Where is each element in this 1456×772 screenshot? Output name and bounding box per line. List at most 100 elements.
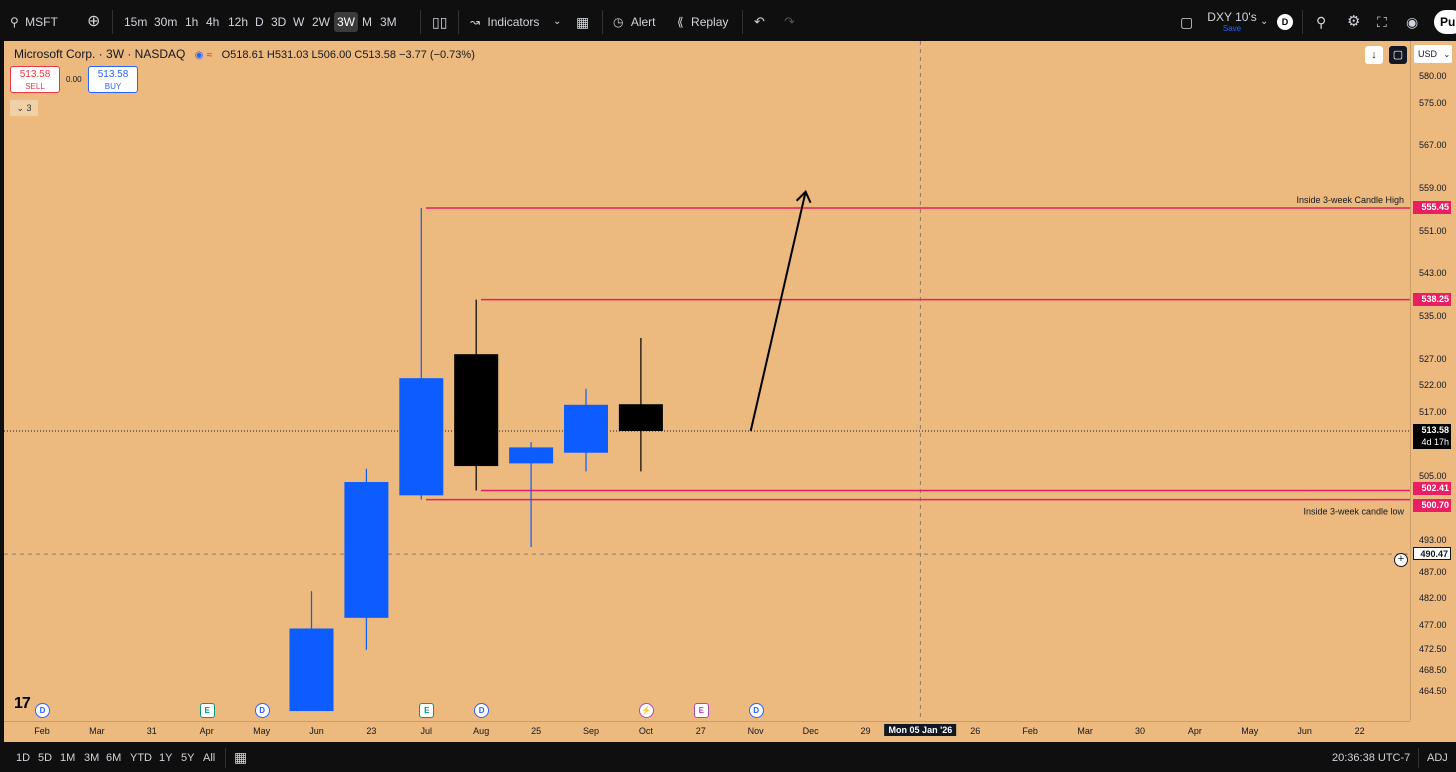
- time-tick-label: 23: [366, 726, 377, 736]
- legend-open: O518.61: [221, 49, 264, 61]
- layout-save-label: Save: [1222, 24, 1242, 33]
- gear-icon[interactable]: ⚙: [1347, 13, 1361, 30]
- candle-type-icon[interactable]: ▯▯: [432, 14, 448, 30]
- range-5d[interactable]: 5D: [38, 752, 53, 764]
- redo-icon[interactable]: ↷: [784, 14, 795, 29]
- earnings-event-icon[interactable]: E: [693, 703, 709, 718]
- chevron-down-icon: ⌄: [1443, 50, 1451, 59]
- interval-2w[interactable]: 2W: [312, 15, 330, 29]
- dividend-event-icon[interactable]: D: [254, 703, 270, 718]
- layout-name-button[interactable]: DXY 10's Save: [1204, 10, 1260, 34]
- undo-icon[interactable]: ↶: [754, 14, 765, 29]
- quick-search-icon[interactable]: ⚲: [1316, 14, 1327, 30]
- fullscreen-icon[interactable]: ⛶: [1377, 14, 1387, 30]
- sell-button[interactable]: 513.58 SELL: [10, 66, 60, 93]
- time-tick-label: 27: [695, 726, 706, 736]
- search-icon: ⚲: [10, 15, 19, 29]
- price-chart[interactable]: Inside 3-week Candle High Inside 3-week c…: [4, 41, 1410, 721]
- templates-icon[interactable]: ▦: [576, 14, 590, 30]
- time-tick-label: Jun: [1297, 726, 1312, 736]
- level-label: Inside 3-week candle low: [1303, 507, 1404, 517]
- legend-eye-icon[interactable]: ◉: [194, 50, 204, 61]
- camera-icon[interactable]: ◉: [1406, 14, 1419, 30]
- maximize-pane-icon[interactable]: ▢: [1389, 46, 1407, 64]
- candle-body: [618, 404, 663, 431]
- interval-4h[interactable]: 4h: [206, 15, 220, 29]
- legend-change: −3.77 (−0.73%): [399, 49, 475, 61]
- currency-selector[interactable]: USD ⌄: [1414, 45, 1452, 63]
- interval-12h[interactable]: 12h: [228, 15, 249, 29]
- divider: [1418, 748, 1419, 768]
- range-all[interactable]: All: [203, 752, 216, 764]
- price-tick-label: 575.00: [1419, 97, 1447, 108]
- range-ytd[interactable]: YTD: [130, 752, 152, 764]
- interval-3w[interactable]: 3W: [334, 12, 358, 32]
- interval-w[interactable]: W: [293, 15, 305, 29]
- range-3m[interactable]: 3M: [84, 752, 100, 764]
- interval-3d[interactable]: 3D: [271, 15, 287, 29]
- earnings-event-icon[interactable]: E: [199, 703, 215, 718]
- buy-button[interactable]: 513.58 BUY: [88, 66, 138, 93]
- range-1y[interactable]: 1Y: [159, 752, 173, 764]
- scroll-to-latest-icon[interactable]: ↓: [1365, 46, 1383, 64]
- adjust-data-toggle[interactable]: ADJ: [1427, 752, 1448, 764]
- interval-m[interactable]: M: [362, 15, 372, 29]
- range-6m[interactable]: 6M: [106, 752, 122, 764]
- chevron-down-icon[interactable]: ⌄: [1260, 16, 1269, 27]
- dividend-event-icon[interactable]: D: [474, 703, 490, 718]
- time-tick-label: Mar: [1077, 726, 1093, 736]
- layout-name: DXY 10's: [1207, 10, 1257, 24]
- time-tick-label: 26: [970, 726, 981, 736]
- layout-square-icon[interactable]: ▢: [1180, 14, 1194, 30]
- indicators-button[interactable]: ↝ Indicators: [470, 12, 539, 32]
- dividend-event-icon[interactable]: D: [35, 703, 50, 718]
- compare-symbol-icon[interactable]: ⊕: [87, 13, 101, 30]
- legend-close: C513.58: [354, 49, 396, 61]
- candle-body: [344, 482, 389, 618]
- symbol-label: MSFT: [25, 15, 58, 29]
- price-tag-countdown: 4d 17h: [1413, 436, 1451, 449]
- interval-15m[interactable]: 15m: [124, 15, 148, 29]
- buy-label: BUY: [104, 82, 122, 91]
- clock-readout[interactable]: 20:36:38 UTC-7: [1332, 752, 1411, 764]
- sell-price: 513.58: [19, 69, 51, 80]
- time-tick-label: Dec: [802, 726, 819, 736]
- split-event-icon[interactable]: ⚡: [638, 703, 654, 718]
- add-alert-plus-icon[interactable]: +: [1394, 553, 1408, 567]
- price-tick-label: 559.00: [1419, 183, 1447, 194]
- time-tick-label: 30: [1134, 726, 1146, 736]
- indicators-collapse-button[interactable]: ⌄ 3: [10, 100, 38, 116]
- dividend-event-icon[interactable]: D: [748, 703, 764, 718]
- legend-wave-icon[interactable]: ≈: [206, 50, 213, 61]
- candle-body: [509, 447, 554, 464]
- account-avatar[interactable]: D: [1277, 14, 1293, 30]
- time-tick-label: Aug: [473, 726, 490, 736]
- interval-30m[interactable]: 30m: [154, 15, 178, 29]
- price-tick-label: 505.00: [1419, 470, 1447, 481]
- calendar-range-icon[interactable]: ▦: [234, 749, 248, 765]
- interval-3m[interactable]: 3M: [380, 15, 397, 29]
- earnings-event-icon[interactable]: E: [419, 703, 435, 718]
- candle-body: [399, 378, 444, 496]
- price-tick-label: 527.00: [1419, 353, 1447, 364]
- time-tick-label: 25: [531, 726, 542, 736]
- interval-d[interactable]: D: [255, 15, 264, 29]
- symbol-search[interactable]: ⚲ MSFT: [10, 12, 58, 32]
- range-1d[interactable]: 1D: [16, 752, 31, 764]
- price-axis[interactable]: USD ⌄ 580.00 575.00 567.00 559.00 551.00 543.…: [1394, 41, 1456, 721]
- range-5y[interactable]: 5Y: [181, 752, 195, 764]
- range-1m[interactable]: 1M: [60, 752, 76, 764]
- time-axis[interactable]: Feb Mar 31 Apr May Jun 23 Jul Aug 25 Sep Oct 27 Nov De…: [4, 721, 1410, 742]
- time-tick-label: 29: [860, 726, 871, 736]
- divider: [225, 748, 226, 768]
- replay-button[interactable]: ⟪ Replay: [677, 12, 728, 32]
- chevron-down-icon[interactable]: ⌄: [553, 16, 562, 27]
- alert-button[interactable]: ◷ Alert: [613, 12, 656, 32]
- spread-value: 0.00: [66, 75, 82, 84]
- time-tick-label: May: [253, 726, 271, 736]
- publish-button[interactable]: Pu: [1434, 10, 1456, 34]
- price-tick-label: 477.00: [1419, 619, 1447, 630]
- time-tick-label: Mar: [89, 726, 105, 736]
- chart-pane[interactable]: Inside 3-week Candle High Inside 3-week c…: [4, 41, 1410, 721]
- interval-1h[interactable]: 1h: [185, 15, 199, 29]
